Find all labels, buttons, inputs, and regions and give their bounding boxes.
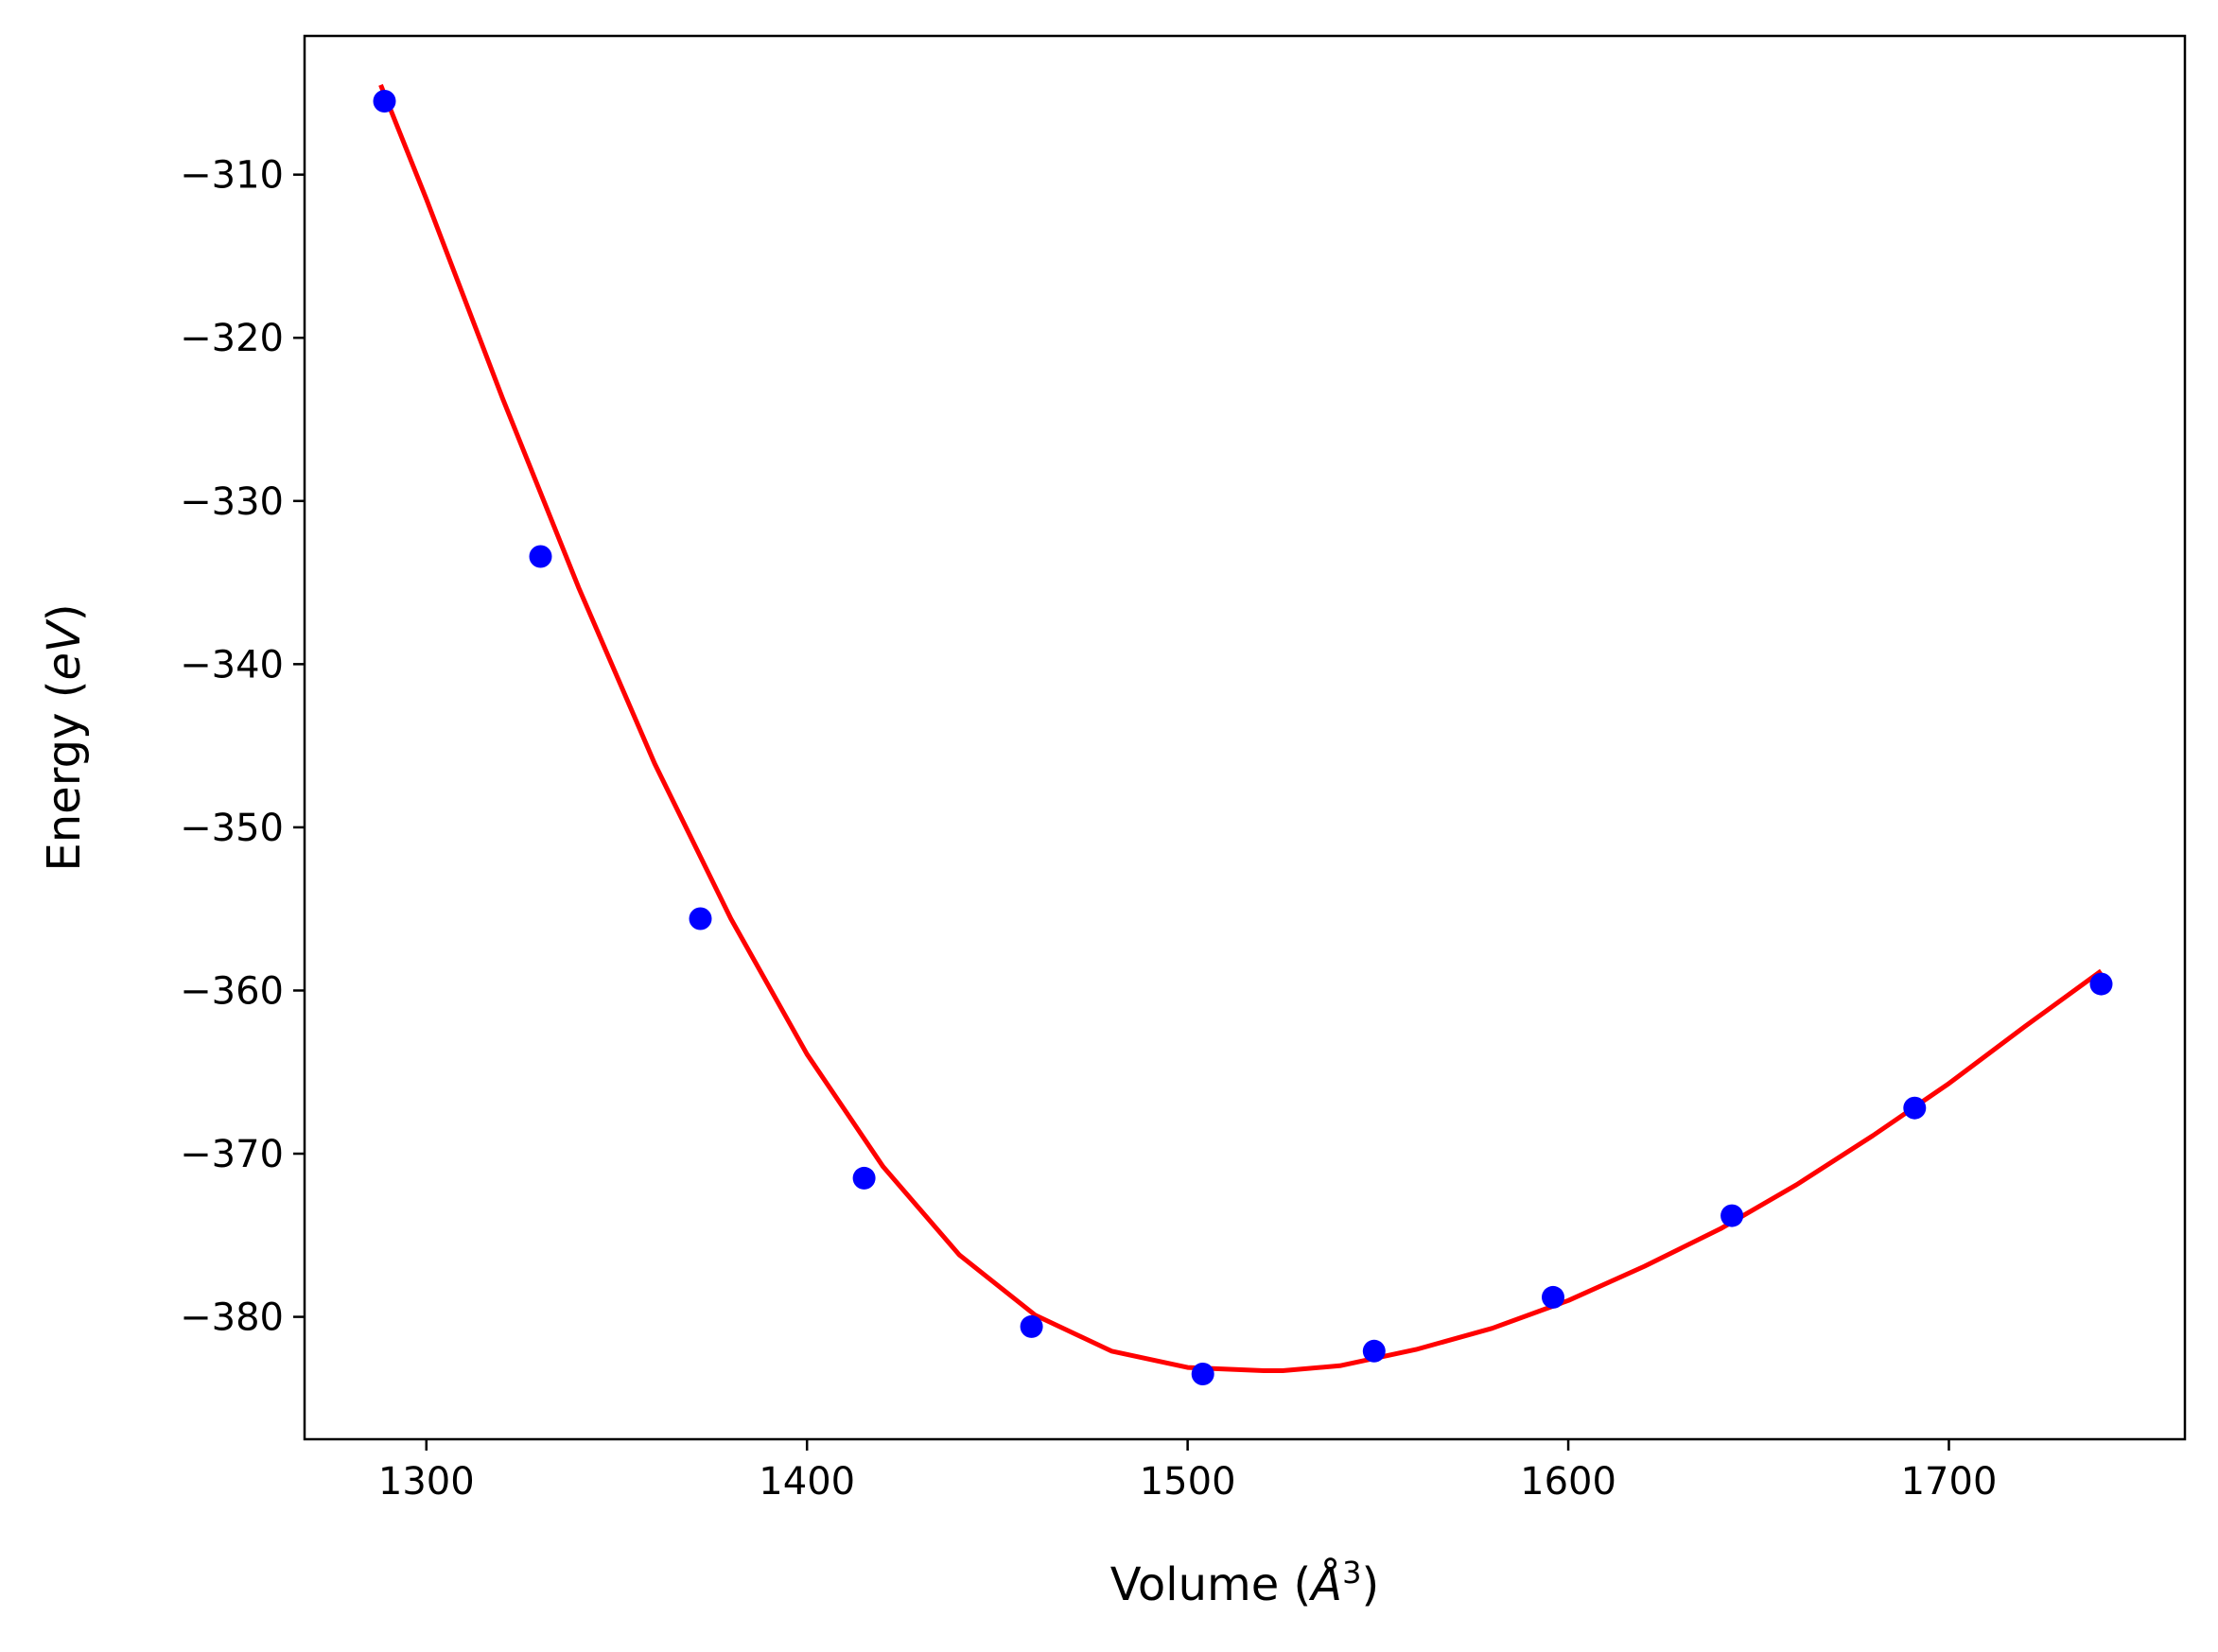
- data-point: [373, 90, 396, 113]
- y-axis-label-prefix: Energy (: [38, 681, 91, 872]
- x-tick-label: 1700: [1901, 1460, 1998, 1504]
- x-axis-label: Volume (Å3): [1110, 1555, 1379, 1611]
- fit-curve: [378, 83, 2103, 1373]
- data-point: [852, 1166, 876, 1190]
- data-point: [529, 545, 552, 568]
- x-axis-label-suffix: ): [1361, 1558, 1379, 1611]
- x-axis: 1300 1400 1500 1600 1700: [378, 1439, 1998, 1504]
- y-tick-label: −340: [180, 643, 284, 687]
- x-tick-label: 1300: [378, 1460, 475, 1504]
- data-point: [1903, 1096, 1927, 1120]
- data-point: [1720, 1204, 1744, 1227]
- y-tick-label: −350: [180, 807, 284, 850]
- y-axis-label-unit: eV: [38, 618, 91, 681]
- x-tick-label: 1500: [1140, 1460, 1236, 1504]
- data-point: [1542, 1285, 1564, 1309]
- x-axis-label-exponent: 3: [1342, 1555, 1361, 1591]
- x-tick-label: 1400: [759, 1460, 855, 1504]
- data-point: [1020, 1314, 1043, 1338]
- data-point: [689, 907, 712, 930]
- data-point: [2089, 972, 2113, 996]
- y-axis-label-suffix: ): [38, 603, 91, 621]
- y-tick-label: −310: [180, 154, 284, 198]
- data-points-layer: [373, 90, 2113, 1385]
- plot-frame: [303, 34, 2187, 1441]
- y-tick-label: −380: [180, 1296, 284, 1340]
- fit-curve-layer: [378, 83, 2103, 1373]
- y-tick-label: −370: [180, 1133, 284, 1176]
- y-axis-label: Energy (eV): [38, 603, 91, 871]
- y-tick-label: −330: [180, 480, 284, 524]
- x-axis-label-unit: Å: [1308, 1557, 1342, 1611]
- data-point: [1362, 1339, 1386, 1363]
- x-axis-label-prefix: Volume (: [1110, 1558, 1312, 1611]
- y-axis: −310 −320 −330 −340 −350 −360 −370 −380: [180, 154, 305, 1340]
- y-tick-label: −320: [180, 317, 284, 360]
- x-tick-label: 1600: [1520, 1460, 1616, 1504]
- data-point: [1191, 1363, 1214, 1385]
- y-tick-label: −360: [180, 969, 284, 1013]
